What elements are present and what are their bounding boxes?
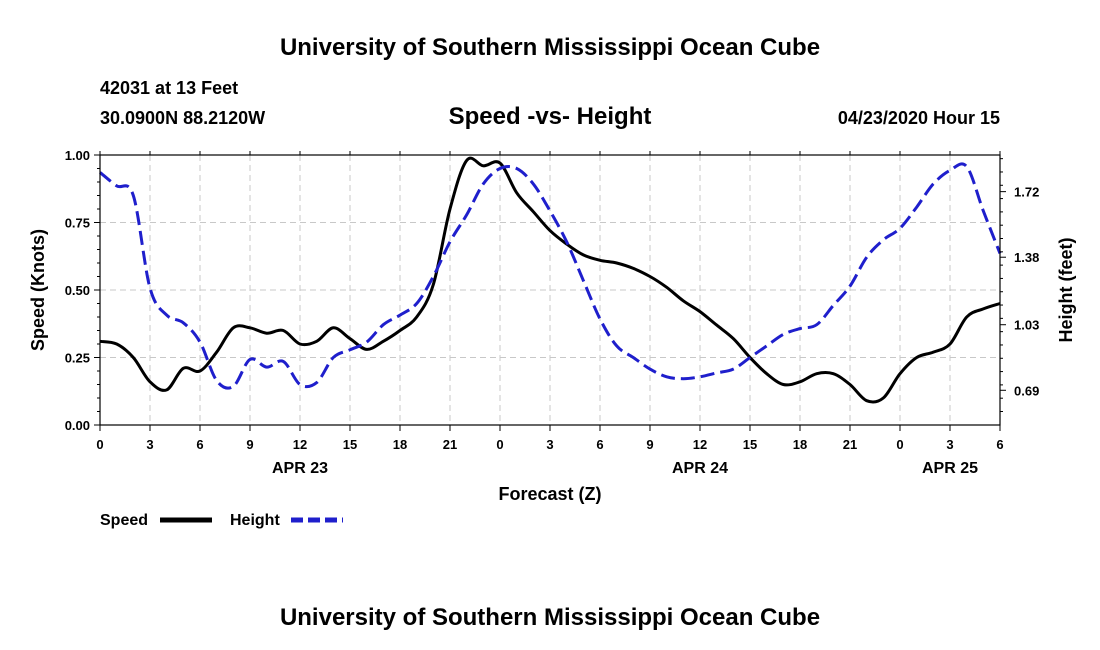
x-tick-label: 15 [743,437,757,452]
run-timestamp: 04/23/2020 Hour 15 [838,108,1000,128]
y2-tick-label: 0.69 [1014,383,1039,398]
axes: 0 3 6 9 12 15 18 21 0 3 6 9 12 15 18 21 0 3 6 APR 23 APR 24 A… [65,148,1040,477]
grid [100,155,1000,425]
y2-tick-label: 1.38 [1014,250,1039,265]
x-tick-label: 15 [343,437,357,452]
x-tick-label: 0 [496,437,503,452]
station-coordinates: 30.0900N 88.2120W [100,108,265,128]
date-label: APR 23 [272,460,328,477]
y-axis-label: Speed (Knots) [28,229,48,351]
page-title: University of Southern Mississippi Ocean… [280,34,820,61]
x-tick-label: 3 [946,437,953,452]
x-tick-label: 0 [96,437,103,452]
x-tick-label: 18 [393,437,407,452]
series-lines [99,156,1002,404]
station-label: 42031 at 13 Feet [100,78,238,98]
chart-title: Speed -vs- Height [449,103,652,130]
x-tick-label: 6 [996,437,1003,452]
x-tick-label: 18 [793,437,807,452]
footer-title: University of Southern Mississippi Ocean… [280,604,820,631]
y-tick-label: 1.00 [65,148,90,163]
series-line-height [99,162,1002,390]
x-tick-label: 0 [896,437,903,452]
legend-label-speed: Speed [100,512,148,529]
x-tick-label: 12 [293,437,307,452]
x-axis-label: Forecast (Z) [498,484,601,504]
x-tick-label: 12 [693,437,707,452]
x-tick-label: 3 [146,437,153,452]
series-line-speed [99,156,1001,404]
x-tick-label: 6 [596,437,603,452]
date-label: APR 24 [672,460,728,477]
y-tick-label: 0.00 [65,418,90,433]
x-tick-label: 21 [843,437,857,452]
y-tick-label: 0.75 [65,216,90,231]
y-tick-label: 0.25 [65,351,90,366]
x-tick-label: 9 [246,437,253,452]
x-tick-label: 21 [443,437,457,452]
legend-label-height: Height [230,512,280,529]
y-tick-label: 0.50 [65,283,90,298]
y2-tick-label: 1.72 [1014,185,1039,200]
x-tick-label: 9 [646,437,653,452]
date-label: APR 25 [922,460,978,477]
y2-tick-label: 1.03 [1014,318,1039,333]
x-tick-label: 6 [196,437,203,452]
y2-axis-label: Height (feet) [1056,238,1076,343]
x-tick-label: 3 [546,437,553,452]
legend: Speed Height [100,512,343,529]
